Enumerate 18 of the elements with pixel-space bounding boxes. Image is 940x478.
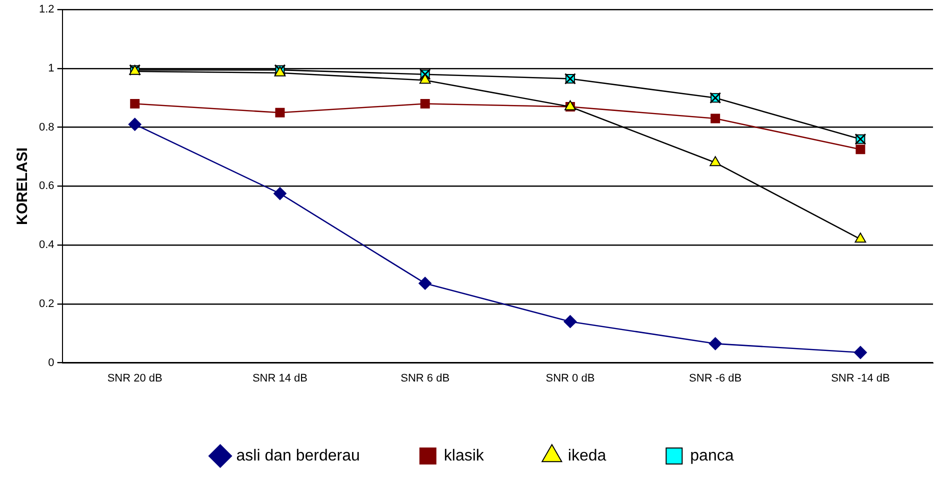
x-tick-label: SNR -14 dB (831, 372, 890, 384)
legend-label: panca (690, 447, 734, 464)
y-tick-label: 1 (48, 62, 54, 74)
y-axis-title: KORELASI (14, 147, 32, 225)
x-tick-label: SNR 20 dB (107, 372, 162, 384)
x-tick-label: SNR -6 dB (689, 372, 742, 384)
y-tick-label: 0.6 (38, 180, 54, 192)
x-tick-label: SNR 14 dB (252, 372, 308, 384)
y-tick-label: 0 (48, 356, 54, 369)
legend-label: ikeda (568, 447, 606, 464)
legend-label: klasik (444, 447, 485, 464)
legend-label: asli dan berderau (236, 447, 360, 464)
y-tick-label: 0.4 (38, 239, 54, 252)
y-tick-label: 1.2 (38, 4, 54, 16)
x-tick-label: SNR 0 dB (546, 372, 595, 384)
x-tick-label: SNR 6 dB (400, 372, 450, 384)
y-tick-label: 0.8 (38, 121, 54, 134)
y-tick-label: 0.2 (38, 298, 54, 310)
